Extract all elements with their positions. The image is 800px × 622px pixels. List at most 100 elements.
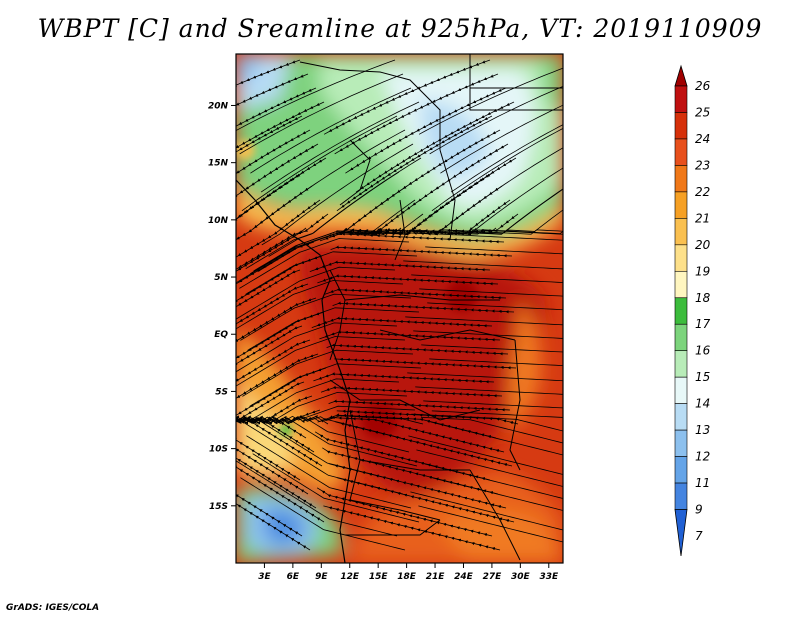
streamline [427, 302, 563, 311]
lon-tick-label: 21E [426, 572, 446, 582]
streamline [408, 435, 563, 475]
streamline [407, 372, 563, 382]
lat-tick-label: 5N [214, 273, 228, 283]
colorbar-top-arrow [674, 64, 688, 87]
colorbar-label: 13 [695, 423, 710, 437]
lat-tick-label: 15S [209, 502, 228, 512]
latitude-axis: 20N 15N 10N 5N EQ 5S 10S 15S [208, 101, 236, 512]
colorbar-bottom-arrow [674, 509, 688, 557]
lon-tick-label: 30E [511, 572, 531, 582]
streamline [430, 421, 563, 456]
lon-tick-label: 27E [483, 572, 503, 582]
colorbar-swatch [674, 165, 688, 193]
colorbar-label: 9 [695, 503, 703, 517]
streamline [319, 330, 501, 342]
colorbar-swatch [674, 85, 688, 113]
colorbar-swatch [674, 112, 688, 140]
streamline [403, 260, 563, 270]
streamline [236, 283, 309, 373]
longitude-axis: 3E 6E 9E 12E 15E 18E 21E 24E 27E 30E 33E [258, 563, 559, 582]
colorbar-label: 20 [695, 238, 711, 252]
colorbar-swatch [674, 138, 688, 166]
map-frame [235, 53, 564, 564]
lat-tick-label: 10N [208, 216, 229, 226]
streamline [317, 274, 499, 286]
colorbar-swatch [674, 456, 688, 484]
streamline [421, 344, 563, 353]
colorbar-label: 14 [695, 397, 710, 411]
streamline [417, 232, 563, 241]
colorbar: 26 25 24 23 22 21 20 19 18 17 16 15 14 13 12 11 9 7 [674, 64, 711, 557]
colorbar-swatch [674, 323, 688, 352]
streamline [236, 456, 311, 551]
colorbar-swatch [674, 350, 688, 378]
streamline [326, 343, 509, 356]
colorbar-swatch [674, 218, 688, 246]
colorbar-label: 18 [695, 291, 711, 305]
streamline [431, 410, 563, 418]
streamline [411, 413, 563, 432]
lon-tick-label: 33E [539, 572, 559, 582]
colorbar-label: 24 [695, 132, 710, 146]
lat-tick-label: 20N [208, 101, 229, 111]
lon-tick-label: 6E [287, 572, 300, 582]
lon-tick-label: 12E [340, 572, 360, 582]
colorbar-label: 12 [695, 450, 710, 464]
streamline [423, 400, 563, 409]
colorbar-label: 16 [695, 344, 711, 358]
lon-tick-label: 9E [315, 572, 328, 582]
streamline [322, 231, 505, 244]
colorbar-swatch [674, 403, 688, 431]
lon-tick-label: 18E [397, 572, 417, 582]
colorbar-swatch [674, 429, 688, 457]
streamline [236, 241, 315, 330]
colorbar-label: 15 [695, 370, 710, 384]
streamline [420, 416, 563, 444]
lat-tick-label: EQ [214, 330, 228, 340]
colorbar-label: 7 [695, 529, 703, 543]
colorbar-label: 21 [695, 211, 710, 225]
streamline [332, 301, 515, 314]
chart-title: WBPT [C] and Sreamline at 925hPa, VT: 20… [37, 14, 763, 43]
lon-tick-label: 15E [369, 572, 389, 582]
streamline [324, 287, 507, 300]
streamline [311, 316, 493, 328]
streamline [236, 87, 317, 171]
streamline [425, 246, 563, 255]
streamline [432, 477, 563, 511]
colorbar-swatch [674, 191, 688, 219]
streamline [334, 357, 517, 370]
colorbar-label: 11 [695, 476, 710, 490]
lon-tick-label: 24E [454, 572, 474, 582]
colorbar-swatch [674, 482, 688, 510]
streamline [236, 59, 301, 132]
streamline [418, 505, 563, 543]
colorbar-label: 26 [695, 79, 711, 93]
streamline [405, 316, 563, 326]
streamline [323, 505, 501, 551]
streamline [419, 288, 563, 297]
streamline [236, 73, 309, 152]
colorbar-label: 22 [695, 185, 710, 199]
streamline [415, 386, 563, 395]
streamline [416, 449, 563, 487]
streamlines [236, 59, 563, 551]
colorbar-swatch [674, 297, 688, 325]
colorbar-label: 25 [695, 105, 710, 119]
streamline [236, 115, 303, 208]
streamline [320, 385, 503, 398]
streamline [309, 260, 491, 272]
country-borders [236, 54, 563, 563]
streamline [410, 491, 563, 531]
colorbar-swatch [674, 270, 688, 299]
grads-footer: GrADS: IGES/COLA [6, 603, 100, 613]
streamline [313, 372, 495, 384]
streamline [236, 339, 311, 422]
streamline [236, 395, 313, 424]
lon-tick-label: 3E [258, 572, 271, 582]
streamline [413, 330, 563, 339]
streamline [424, 463, 563, 499]
streamline [413, 229, 563, 235]
streamline [330, 245, 513, 258]
